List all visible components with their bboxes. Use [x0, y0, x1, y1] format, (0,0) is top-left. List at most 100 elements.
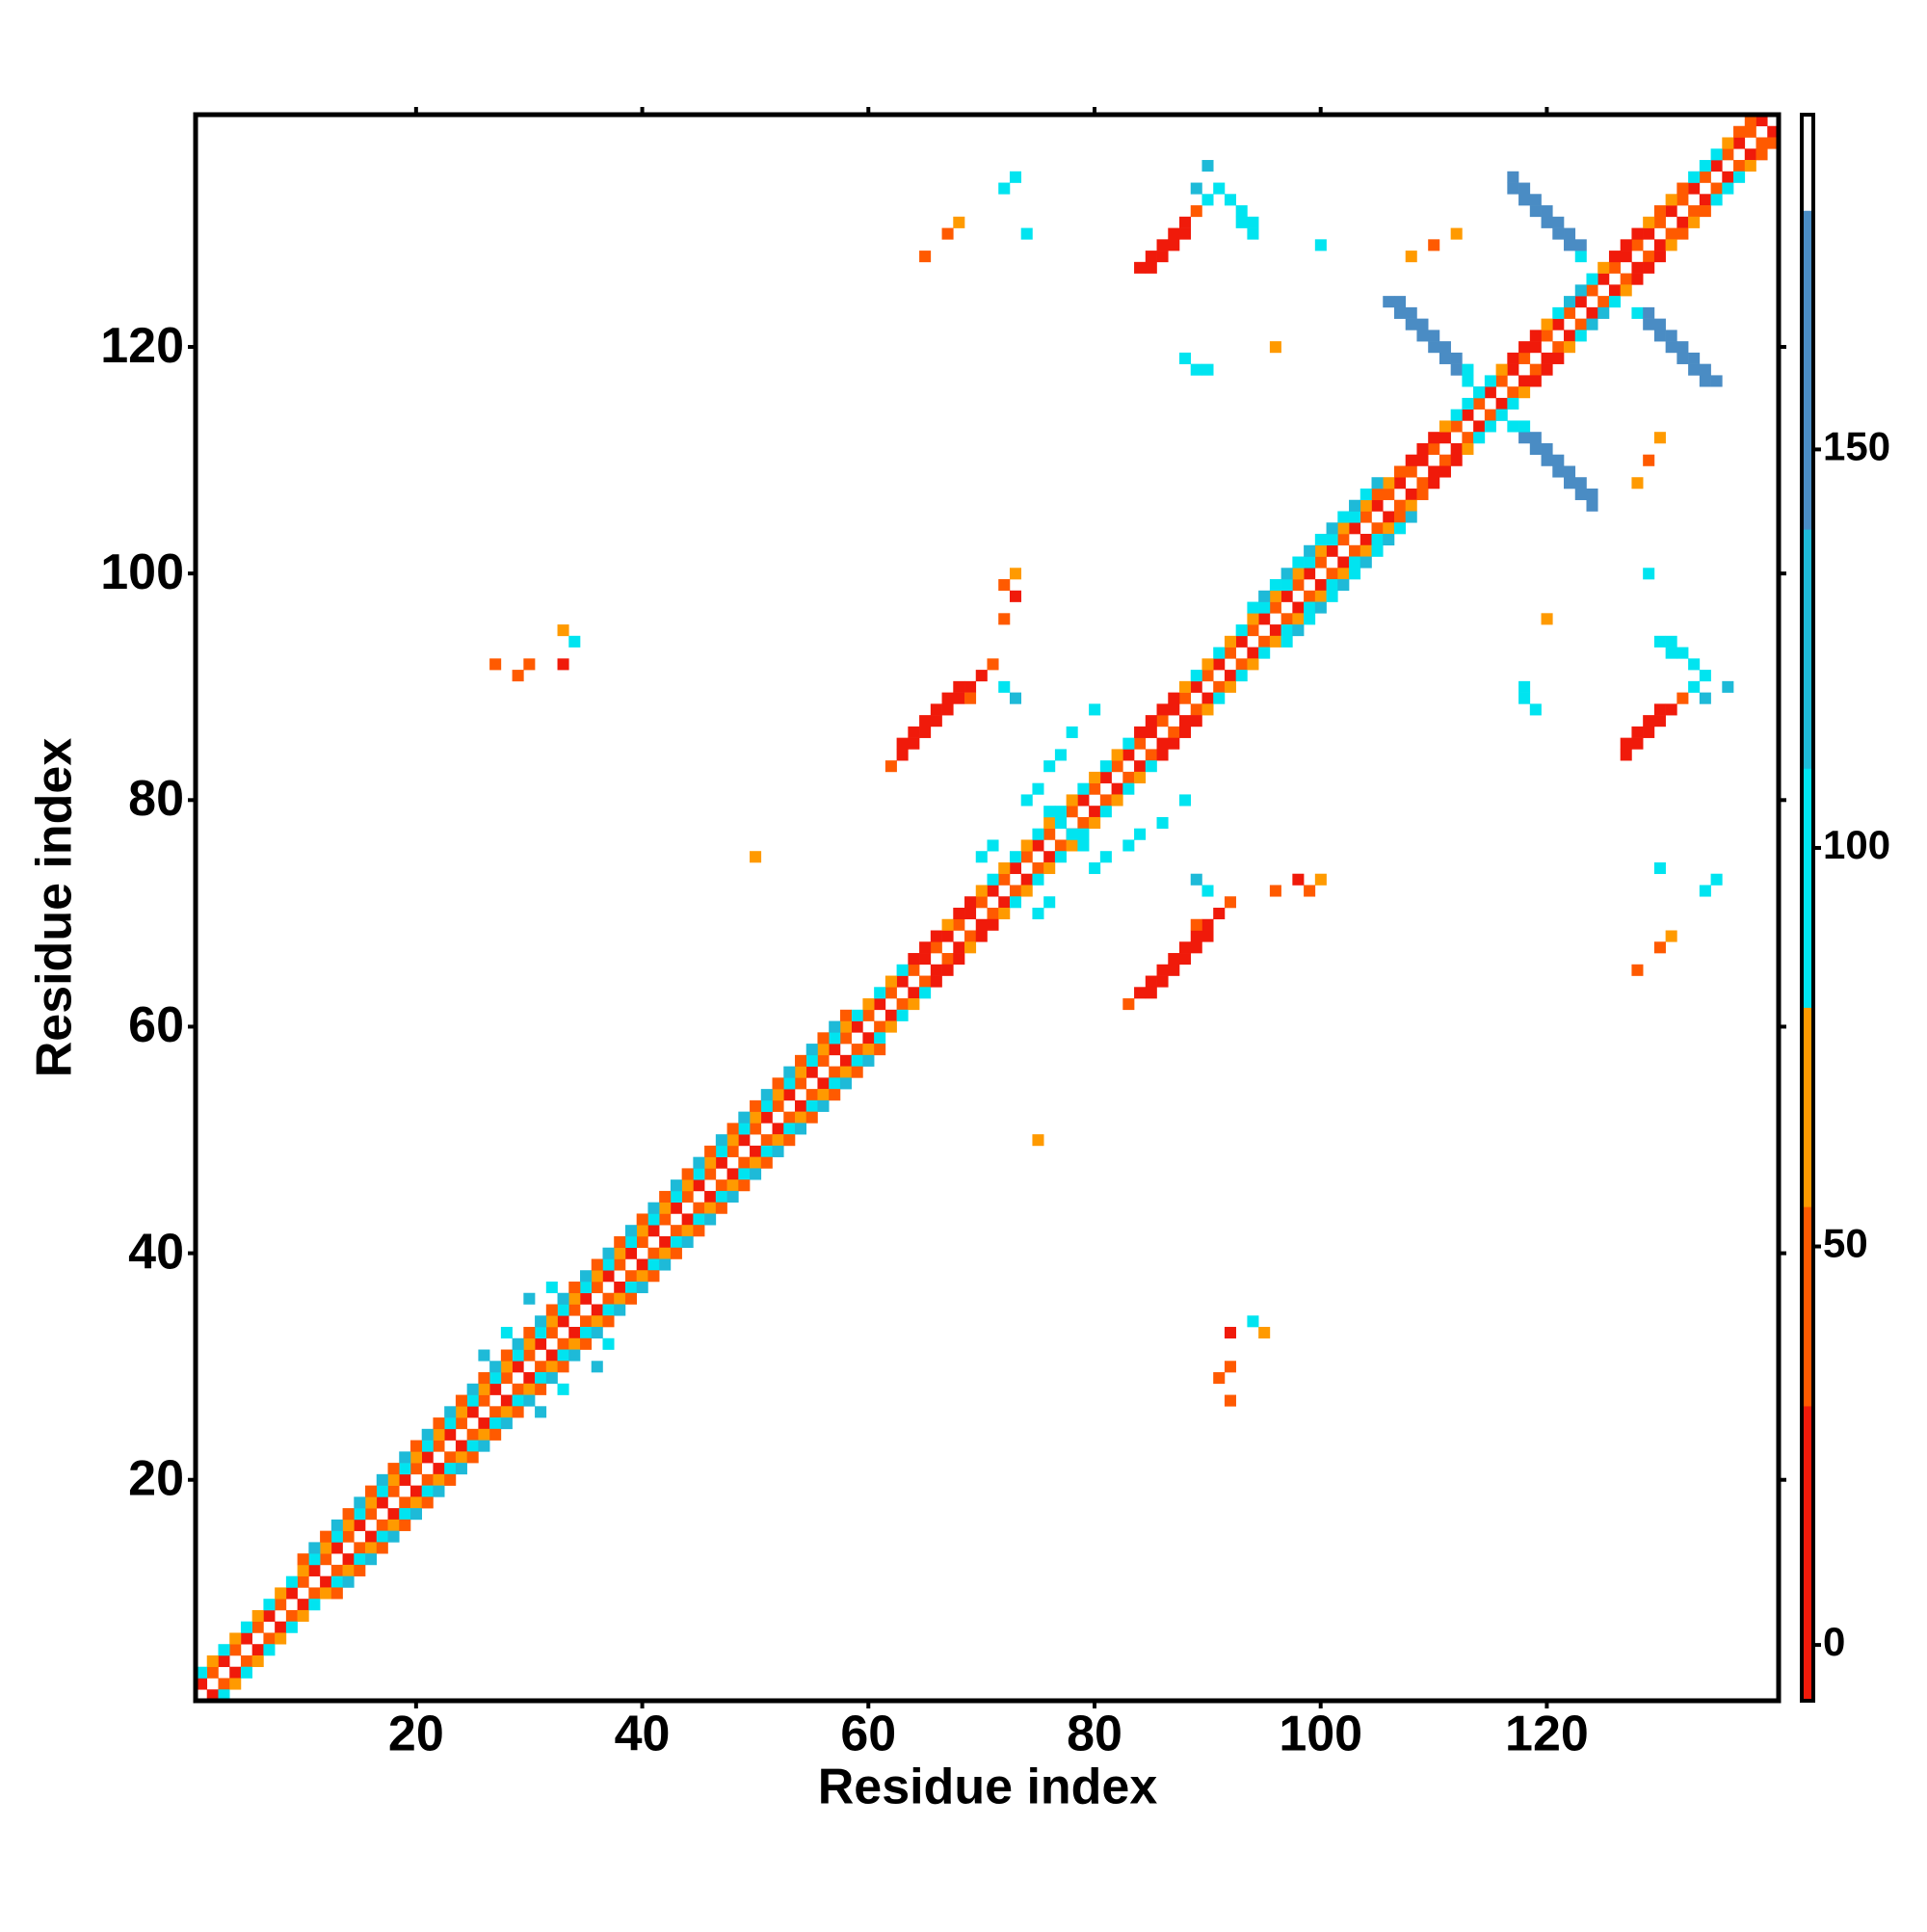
- heatmap-cell: [1066, 794, 1078, 807]
- heatmap-cell: [342, 1553, 355, 1566]
- heatmap-cell: [535, 1327, 547, 1339]
- heatmap-cell: [354, 1553, 366, 1566]
- heatmap-cell: [580, 1337, 593, 1350]
- heatmap-cell: [1608, 251, 1621, 263]
- heatmap-cell: [297, 1599, 309, 1611]
- colorbar-band: [1802, 529, 1813, 769]
- heatmap-cell: [659, 1202, 672, 1214]
- heatmap-cell: [919, 953, 932, 966]
- heatmap-cell: [523, 1337, 536, 1350]
- heatmap-cell: [568, 1327, 581, 1339]
- heatmap-cell: [884, 1009, 897, 1021]
- heatmap-cell: [1541, 352, 1553, 364]
- heatmap-cell: [1676, 692, 1689, 704]
- heatmap-cell: [342, 1530, 355, 1543]
- heatmap-cell: [1450, 227, 1463, 240]
- heatmap-cell: [1134, 987, 1147, 999]
- heatmap-cell: [919, 251, 932, 263]
- heatmap-cell: [1428, 477, 1440, 490]
- heatmap-cell: [1224, 647, 1236, 659]
- heatmap-cell: [1643, 216, 1655, 228]
- heatmap-cell: [1179, 953, 1192, 966]
- heatmap-cell: [953, 918, 965, 931]
- heatmap-cell: [466, 1428, 479, 1441]
- heatmap-cell: [478, 1383, 490, 1395]
- heatmap-cell: [1304, 885, 1316, 897]
- heatmap-cell: [1066, 726, 1078, 738]
- heatmap-cell: [1054, 816, 1067, 829]
- heatmap-cell: [919, 987, 932, 999]
- heatmap-cell: [1416, 477, 1429, 490]
- heatmap-cell: [1371, 477, 1384, 490]
- heatmap-cell: [726, 1179, 739, 1192]
- heatmap-cell: [1054, 806, 1067, 818]
- heatmap-cell: [1179, 227, 1192, 240]
- heatmap-cell: [1190, 205, 1202, 218]
- heatmap-cell: [647, 1258, 660, 1271]
- heatmap-cell: [1269, 885, 1281, 897]
- heatmap-cell: [1484, 375, 1496, 387]
- heatmap-cell: [1710, 873, 1723, 886]
- heatmap-cell: [1676, 352, 1689, 364]
- heatmap-cell: [1507, 397, 1519, 410]
- heatmap-cell: [1586, 284, 1598, 297]
- heatmap-cell: [489, 658, 502, 671]
- heatmap-cell: [1643, 726, 1655, 738]
- heatmap-cell: [1258, 1327, 1271, 1339]
- heatmap-cell: [1179, 794, 1192, 807]
- heatmap-cell: [433, 1463, 445, 1475]
- heatmap-cell: [376, 1485, 388, 1497]
- heatmap-cell: [919, 726, 932, 738]
- heatmap-cell: [1507, 352, 1519, 364]
- heatmap-cell: [772, 1145, 784, 1157]
- heatmap-cell: [964, 680, 977, 693]
- heatmap-cell: [489, 1428, 502, 1441]
- heatmap-cell: [750, 1168, 762, 1180]
- heatmap-cell: [1020, 873, 1033, 886]
- heatmap-cell: [1235, 216, 1248, 228]
- heatmap-cell: [975, 930, 988, 942]
- heatmap-cell: [987, 885, 999, 897]
- heatmap-cell: [1134, 771, 1147, 783]
- heatmap-cell: [523, 1383, 536, 1395]
- heatmap-cell: [342, 1508, 355, 1521]
- heatmap-cell: [1428, 442, 1440, 456]
- heatmap-cell: [1733, 160, 1746, 172]
- heatmap-cell: [602, 1304, 615, 1316]
- heatmap-cell: [1405, 488, 1417, 501]
- heatmap-cell: [760, 1099, 773, 1112]
- heatmap-cell: [772, 1099, 784, 1112]
- heatmap-cell: [580, 1327, 593, 1339]
- heatmap-cell: [591, 1304, 603, 1316]
- heatmap-cell: [354, 1542, 366, 1554]
- heatmap-cell: [760, 1134, 773, 1147]
- heatmap-cell: [602, 1315, 615, 1328]
- heatmap-cell: [1043, 760, 1056, 773]
- heatmap-cell: [1688, 205, 1701, 218]
- heatmap-cell: [1201, 885, 1214, 897]
- heatmap-cell: [1450, 442, 1463, 456]
- heatmap-cell: [1145, 251, 1157, 263]
- heatmap-cell: [975, 918, 988, 931]
- heatmap-cell: [500, 1327, 513, 1339]
- heatmap-cell: [263, 1644, 276, 1656]
- heatmap-cell: [1710, 148, 1723, 161]
- heatmap-cell: [1201, 918, 1214, 931]
- heatmap-cell: [1122, 749, 1135, 761]
- heatmap-cell: [1280, 624, 1293, 637]
- heatmap-cell: [1089, 771, 1101, 783]
- heatmap-cell: [1393, 477, 1407, 490]
- heatmap-cell: [1597, 261, 1610, 274]
- heatmap-cell: [1066, 806, 1078, 818]
- heatmap-cell: [455, 1394, 467, 1407]
- heatmap-cell: [964, 941, 977, 954]
- heatmap-cell: [1337, 534, 1350, 546]
- heatmap-cell: [908, 987, 920, 999]
- heatmap-cell: [399, 1519, 411, 1531]
- heatmap-cell: [535, 1383, 547, 1395]
- heatmap-cell: [1077, 828, 1090, 840]
- heatmap-cell: [591, 1361, 603, 1373]
- heatmap-cell: [817, 1077, 830, 1090]
- heatmap-cell: [1586, 273, 1598, 285]
- heatmap-cell: [1564, 239, 1576, 251]
